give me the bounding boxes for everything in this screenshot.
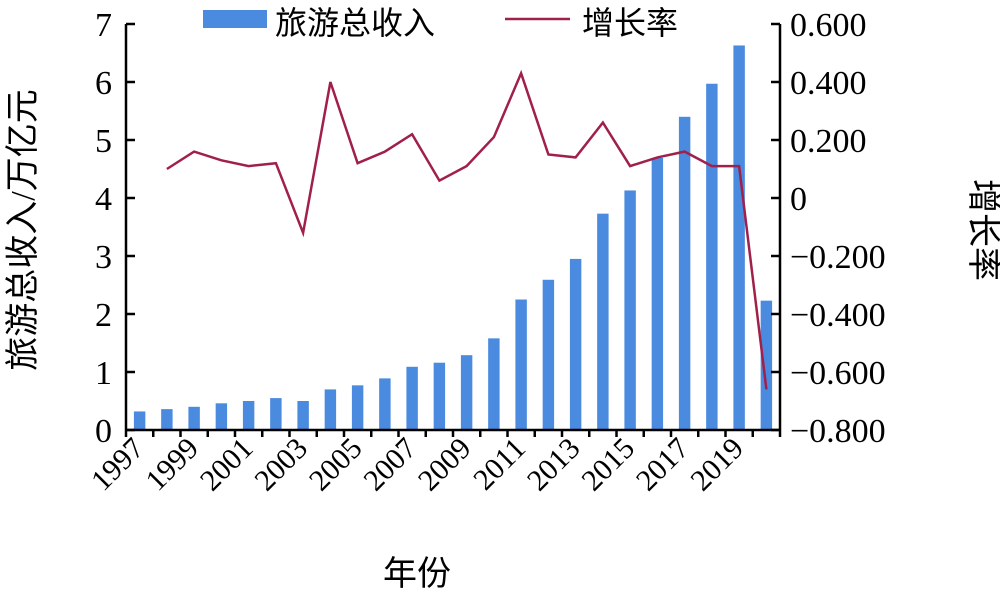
bar-series [133,45,773,431]
x-tick-label: 2019 [684,432,750,498]
legend-swatch-bar [203,10,267,28]
bar-2019 [733,45,745,431]
x-tick-label: 2011 [467,432,532,497]
bar-2018 [706,83,718,431]
y-right-tick-label: 0.600 [790,7,867,44]
bar-1997 [133,411,146,430]
x-tick-label: 2017 [630,432,696,498]
bar-2001 [242,401,255,430]
bar-2007 [406,366,418,430]
x-tick-label: 2007 [357,432,423,498]
legend-label-bar: 旅游总收入 [275,5,435,41]
y-axis-right-title: 增长率 [964,179,1000,281]
y-right-tick-label: −0.400 [790,297,886,334]
y-left-tick-label: 3 [95,239,112,276]
x-tick-label: 2009 [412,432,478,498]
y-right-tick-label: −0.600 [790,355,886,392]
x-tick-label: 2003 [248,432,314,498]
y-right-tick-label: 0.200 [790,123,867,160]
growth-rate-line [166,69,768,390]
line-series [166,69,768,390]
bar-1998 [161,409,173,430]
y-left-tick-label: 1 [95,355,112,392]
bar-2020 [760,300,773,430]
bar-2002 [270,398,282,430]
x-tick-label: 2005 [303,432,369,498]
bar-2015 [624,190,636,430]
y-left-tick-label: 6 [95,65,112,102]
y-left-tick-label: 7 [95,7,112,44]
bar-2009 [460,355,473,430]
bar-2013 [569,258,582,430]
bar-2003 [297,401,309,430]
x-tick-label: 2013 [521,432,587,498]
bar-2006 [379,378,391,430]
x-axis-title: 年份 [383,555,451,593]
y-left-tick-label: 4 [95,181,112,218]
bar-2000 [215,403,228,430]
bar-2008 [433,362,446,430]
bar-2014 [597,213,609,430]
x-tick-label: 2015 [575,432,641,498]
legend: 旅游总收入 增长率 [203,5,678,41]
bar-2005 [351,385,364,430]
y-right-tick-label: 0.400 [790,65,867,102]
bar-1999 [188,406,200,430]
x-tick-label: 1999 [139,432,205,498]
y-right-tick-label: −0.200 [790,239,886,276]
bar-2004 [324,389,337,430]
bar-2017 [678,116,691,431]
legend-label-line: 增长率 [582,5,678,41]
y-axis-left-title: 旅游总收入/万亿元 [4,89,42,370]
bar-2012 [542,279,555,430]
y-right-tick-label: −0.800 [790,413,886,450]
x-tick-label: 2001 [194,432,260,498]
bar-2011 [515,299,527,430]
y-left-tick-label: 5 [95,123,112,160]
y-left-tick-label: 0 [95,413,112,450]
y-right-tick-label: 0 [790,181,807,218]
y-left-tick-label: 2 [95,297,112,334]
bar-2016 [651,157,664,431]
bar-2010 [488,338,500,430]
